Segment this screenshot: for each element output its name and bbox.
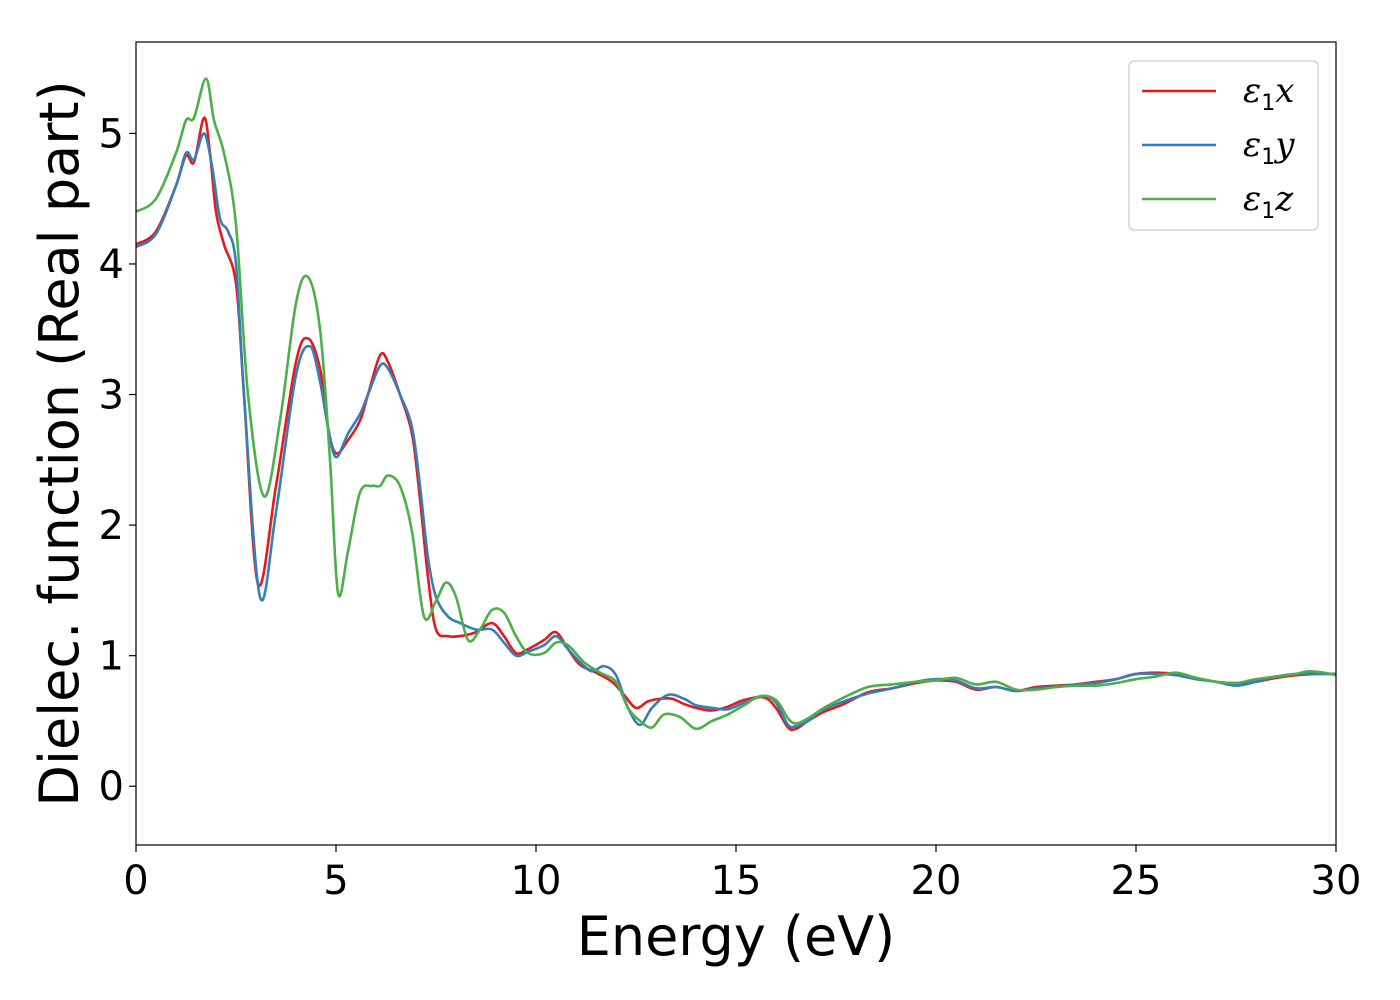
x-tick-label: 0 [123,858,148,904]
x-tick-label: 15 [711,858,762,904]
y-tick-label: 0 [99,764,124,810]
x-tick-label: 5 [323,858,348,904]
x-tick-label: 10 [511,858,562,904]
y-tick-label: 4 [99,242,124,288]
y-axis-ticks: 0 1 2 3 4 5 [99,111,136,810]
x-axis-label: Energy (eV) [577,905,896,968]
legend-label-y: ε1y [1243,125,1295,170]
y-tick-label: 3 [99,373,124,419]
legend-label-x: ε1x [1243,71,1294,116]
y-tick-label: 5 [99,111,124,157]
legend-box [1128,60,1319,231]
y-tick-label: 1 [99,634,124,680]
x-tick-label: 25 [1111,858,1162,904]
y-axis-label: Dielec. function (Real part) [28,80,91,806]
legend: ε1x ε1y ε1z [1128,60,1319,231]
legend-label-z: ε1z [1243,179,1294,224]
x-tick-label: 20 [911,858,962,904]
x-tick-label: 30 [1311,858,1362,904]
y-tick-label: 2 [99,503,124,549]
series-layer [136,77,1336,732]
x-axis-ticks: 0 5 10 15 20 25 30 [123,845,1361,904]
series-line-z [136,77,1336,731]
